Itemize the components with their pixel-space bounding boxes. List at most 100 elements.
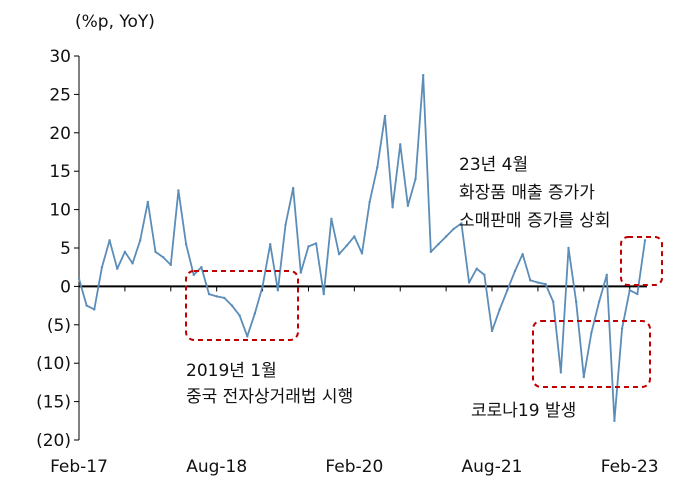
data-point [299, 271, 303, 274]
y-tick-label: 30 [49, 47, 71, 67]
data-point [207, 292, 211, 296]
data-point [284, 223, 287, 227]
data-point [368, 200, 371, 204]
y-tick-label: (15) [36, 393, 71, 413]
data-point [269, 242, 272, 246]
data-point [429, 250, 433, 254]
annotation-2019-line2: 중국 전자상거래법 시행 [186, 387, 353, 407]
data-point [490, 329, 494, 333]
y-axis: 30 25 20 15 10 5 0 (5) (10) (15) (20) [36, 47, 80, 451]
highlight-box-2023 [620, 236, 663, 286]
data-point [383, 114, 387, 118]
data-point [138, 239, 142, 242]
data-point [345, 244, 348, 247]
annotation-2023-line1: 23년 4월 [459, 155, 528, 175]
data-point [93, 308, 96, 311]
data-point [567, 246, 570, 250]
data-point [613, 419, 616, 422]
data-point [100, 266, 104, 269]
data-point [605, 273, 608, 277]
data-point [483, 273, 486, 277]
y-tick-label: 10 [49, 201, 71, 221]
data-point [597, 300, 601, 303]
data-point [322, 292, 325, 296]
x-tick-label: Aug-18 [186, 457, 247, 477]
data-point [643, 239, 647, 242]
data-point [184, 242, 188, 246]
data-point [444, 235, 448, 238]
data-point [253, 312, 257, 315]
data-point [498, 308, 501, 311]
x-tick-label: Aug-21 [462, 457, 523, 477]
data-point [146, 200, 150, 204]
data-point [291, 186, 295, 190]
data-point [169, 263, 172, 267]
y-tick-label: 15 [49, 162, 71, 182]
x-tick-label: Feb-20 [325, 457, 383, 477]
unit-label: (%p, YoY) [75, 12, 155, 32]
annotation-covid: 코로나19 발생 [471, 401, 576, 421]
data-point [360, 252, 364, 255]
data-point [452, 227, 455, 230]
highlight-box-2019 [185, 270, 299, 341]
data-point [506, 289, 509, 292]
data-point [192, 273, 195, 277]
y-tick-label: (20) [36, 431, 71, 451]
y-tick-label: (10) [36, 354, 71, 374]
data-point [353, 235, 356, 238]
data-point [123, 250, 127, 254]
data-point [513, 269, 517, 273]
data-point [261, 285, 264, 288]
annotation-2023-line2: 화장품 매출 증가가 [459, 183, 595, 203]
data-point [337, 252, 341, 256]
x-axis: Feb-17 Aug-18 Feb-20 Aug-21 Feb-23 [50, 285, 659, 477]
data-point [77, 277, 81, 280]
data-point [376, 166, 379, 169]
data-point [276, 289, 280, 292]
y-tick-label: 20 [49, 124, 71, 144]
data-point [536, 281, 540, 284]
data-point [437, 242, 440, 246]
data-point [620, 327, 624, 330]
data-point [406, 204, 410, 207]
data-point [230, 304, 234, 307]
data-point [636, 292, 639, 296]
annotation-2023-line3: 소매판매 증가를 상회 [459, 211, 611, 231]
data-point [475, 267, 478, 270]
x-tick-label: Feb-23 [601, 457, 659, 477]
data-point [85, 304, 88, 307]
data-point [154, 250, 157, 254]
data-point [414, 177, 417, 181]
y-tick-label: (5) [47, 316, 71, 336]
data-point [552, 300, 555, 303]
y-tick-label: 5 [60, 239, 71, 259]
data-point [200, 266, 203, 269]
data-point [116, 267, 119, 270]
data-point [559, 371, 563, 374]
data-point [467, 281, 471, 284]
data-point [108, 239, 111, 242]
data-point [215, 295, 218, 298]
data-point [460, 222, 463, 225]
y-tick-label: 0 [60, 277, 71, 297]
x-tick-label: Feb-17 [50, 457, 108, 477]
data-point [131, 262, 134, 265]
data-point [529, 279, 532, 282]
data-point [590, 331, 593, 334]
data-point [421, 74, 425, 77]
data-point [544, 282, 547, 286]
data-point [574, 300, 578, 303]
data-point [307, 245, 310, 248]
y-tick-label: 25 [49, 85, 71, 105]
series-line [78, 74, 646, 422]
data-point [582, 375, 586, 379]
data-point [391, 206, 394, 209]
data-point [399, 143, 402, 146]
data-point [223, 296, 226, 300]
data-point [330, 217, 333, 221]
data-point [628, 289, 631, 292]
annotation-2019-line1: 2019년 1월 [186, 361, 277, 381]
data-point [314, 242, 318, 245]
series-points [77, 74, 647, 422]
